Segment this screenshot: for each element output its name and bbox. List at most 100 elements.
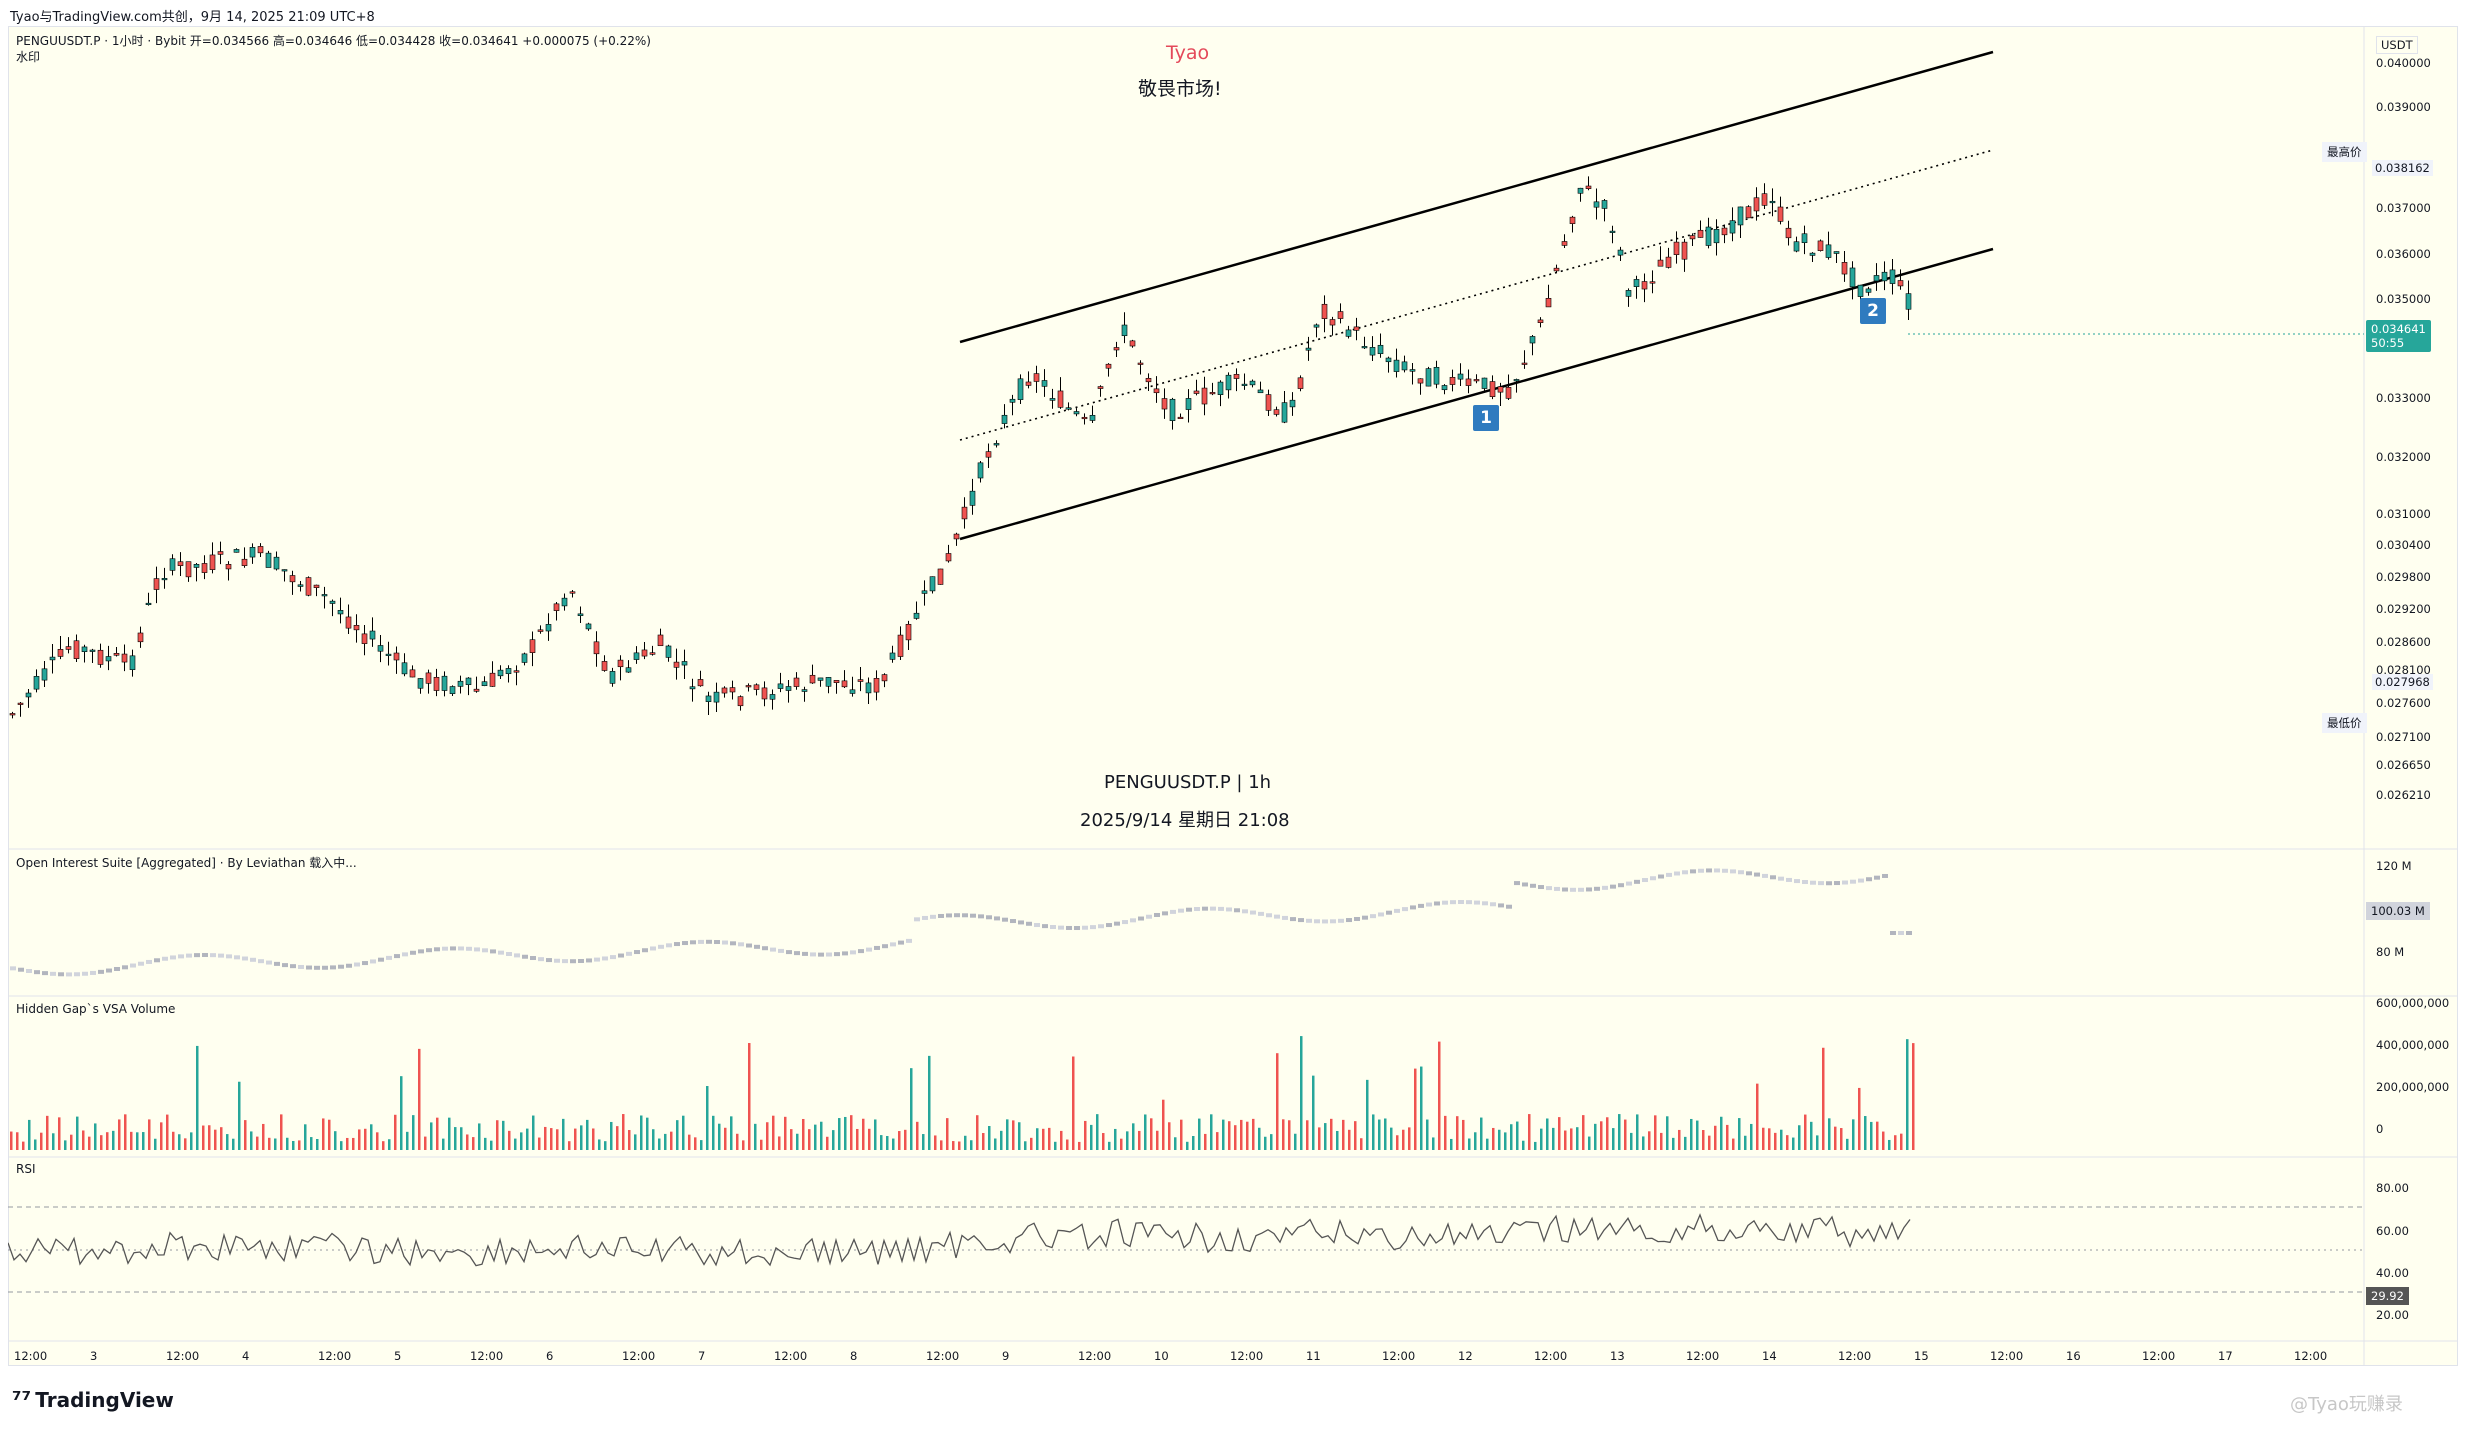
candle-body bbox=[1065, 407, 1072, 410]
candle-body bbox=[201, 563, 208, 573]
volume-bar bbox=[916, 1121, 919, 1150]
volume-bar bbox=[1084, 1120, 1087, 1150]
tradingview-logo[interactable]: ⁷⁷ TradingView bbox=[12, 1388, 174, 1413]
time-axis-tick: 8 bbox=[850, 1349, 858, 1363]
oi-bar bbox=[914, 917, 920, 922]
time-axis-tick: 12:00 bbox=[2294, 1349, 2328, 1363]
oi-bar bbox=[434, 947, 440, 952]
currency-label[interactable]: USDT bbox=[2376, 36, 2418, 54]
rsi-axis-tick: 60.00 bbox=[2376, 1224, 2409, 1238]
oi-bar bbox=[1538, 885, 1544, 890]
candle-body bbox=[1105, 363, 1112, 369]
volume-bar bbox=[658, 1138, 661, 1150]
oi-bar bbox=[58, 972, 64, 977]
volume-bar bbox=[970, 1140, 973, 1150]
candle-body bbox=[81, 646, 88, 653]
oi-bar bbox=[1178, 908, 1184, 913]
volume-bar bbox=[994, 1138, 997, 1150]
oi-bar bbox=[1810, 880, 1816, 885]
oi-bar bbox=[1578, 887, 1584, 892]
price-axis-tick: 0.028600 bbox=[2376, 635, 2431, 649]
chart-frame[interactable] bbox=[8, 26, 2458, 1366]
chart-canvas[interactable] bbox=[8, 26, 2458, 1366]
volume-bar bbox=[214, 1129, 217, 1150]
alert-marker-1[interactable]: 1 bbox=[1473, 405, 1499, 431]
oi-bar bbox=[1594, 886, 1600, 891]
candle-body bbox=[1865, 288, 1872, 293]
oi-bar bbox=[626, 951, 632, 956]
volume-bar bbox=[610, 1121, 613, 1150]
oi-bar bbox=[450, 946, 456, 951]
volume-bar bbox=[262, 1123, 265, 1150]
volume-bar bbox=[1294, 1133, 1297, 1150]
last-price-tag: 0.034641 50:55 bbox=[2366, 320, 2431, 352]
candle-body bbox=[481, 681, 488, 687]
oi-bar bbox=[154, 958, 160, 963]
channel-lower-line[interactable] bbox=[959, 247, 1994, 541]
channel-mid-line[interactable] bbox=[959, 149, 1994, 441]
candle-body bbox=[1689, 235, 1696, 240]
volume-bar bbox=[1522, 1140, 1525, 1150]
volume-pane-label[interactable]: Hidden Gap`s VSA Volume bbox=[16, 1002, 176, 1016]
oi-bar bbox=[218, 953, 224, 958]
watermark-legend[interactable]: 水印 bbox=[16, 50, 41, 64]
symbol-legend[interactable]: PENGUUSDT.P · 1小时 · Bybit 开=0.034566 高=0… bbox=[16, 34, 651, 48]
oi-bar bbox=[714, 940, 720, 945]
candle-body bbox=[1169, 398, 1176, 421]
volume-bar bbox=[1642, 1136, 1645, 1150]
oi-bar bbox=[1258, 911, 1264, 916]
oi-bar bbox=[1482, 901, 1488, 906]
alert-marker-2[interactable]: 2 bbox=[1860, 298, 1886, 324]
volume-bar bbox=[1816, 1135, 1819, 1150]
oi-bar bbox=[802, 951, 808, 956]
volume-bar bbox=[1762, 1127, 1765, 1150]
time-axis-tick: 6 bbox=[546, 1349, 554, 1363]
candle-body bbox=[1433, 366, 1440, 385]
candle-body bbox=[321, 594, 328, 597]
oi-bar bbox=[298, 964, 304, 969]
candle-body bbox=[993, 443, 1000, 446]
candle-body bbox=[1729, 220, 1736, 234]
candle-body bbox=[817, 677, 824, 681]
volume-bar bbox=[1192, 1135, 1195, 1150]
volume-bar bbox=[1102, 1133, 1105, 1150]
oi-bar bbox=[1026, 921, 1032, 926]
candle-body bbox=[417, 678, 424, 689]
candle-body bbox=[1193, 390, 1200, 394]
volume-bar bbox=[514, 1138, 517, 1150]
volume-bar bbox=[1228, 1121, 1231, 1150]
volume-bar bbox=[826, 1136, 829, 1150]
rsi-pane-label[interactable]: RSI bbox=[16, 1162, 36, 1176]
volume-axis-tick: 0 bbox=[2376, 1122, 2384, 1136]
volume-bar bbox=[550, 1128, 553, 1150]
volume-bar bbox=[64, 1140, 67, 1150]
oi-bar bbox=[1010, 919, 1016, 924]
volume-bar bbox=[1252, 1118, 1255, 1150]
volume-bar bbox=[76, 1116, 79, 1150]
volume-bar bbox=[1402, 1129, 1405, 1150]
oi-pane-label[interactable]: Open Interest Suite [Aggregated] · By Le… bbox=[16, 856, 357, 870]
volume-bar bbox=[1000, 1130, 1003, 1150]
volume-bar bbox=[1774, 1132, 1777, 1150]
volume-bar bbox=[1588, 1136, 1591, 1150]
volume-bar bbox=[1300, 1036, 1303, 1150]
oi-bar bbox=[954, 913, 960, 918]
time-axis-tick: 12:00 bbox=[774, 1349, 808, 1363]
oi-bar bbox=[266, 960, 272, 965]
volume-bar bbox=[202, 1125, 205, 1150]
volume-bar bbox=[1426, 1119, 1429, 1150]
candle-body bbox=[561, 597, 568, 607]
volume-bar bbox=[508, 1130, 511, 1150]
oi-bar bbox=[50, 971, 56, 976]
candle-body bbox=[657, 634, 664, 647]
volume-bar bbox=[1390, 1127, 1393, 1150]
channel-upper-line[interactable] bbox=[959, 50, 1994, 344]
bar-countdown: 50:55 bbox=[2371, 336, 2405, 350]
oi-bar bbox=[1458, 900, 1464, 905]
candle-body bbox=[225, 564, 232, 570]
volume-bar bbox=[1624, 1119, 1627, 1150]
volume-bar bbox=[94, 1123, 97, 1150]
volume-bar bbox=[1744, 1135, 1747, 1150]
time-axis-tick: 12:00 bbox=[926, 1349, 960, 1363]
oi-bar bbox=[346, 963, 352, 968]
